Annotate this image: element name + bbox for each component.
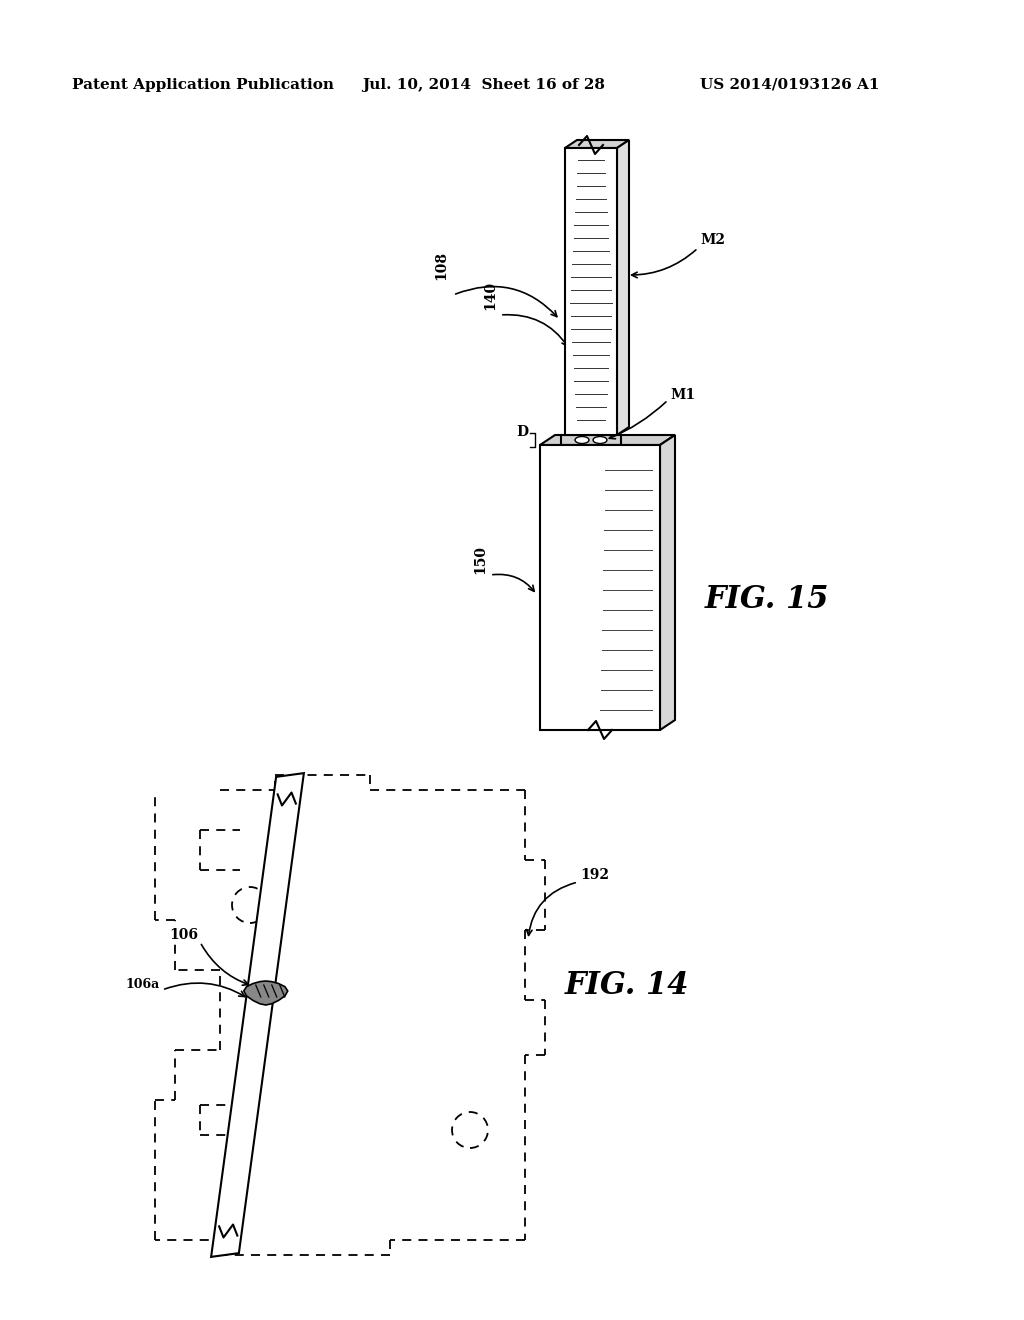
Ellipse shape <box>575 437 589 444</box>
Ellipse shape <box>593 437 607 444</box>
Text: M1: M1 <box>670 388 695 403</box>
Text: 150: 150 <box>473 545 487 574</box>
Polygon shape <box>540 436 675 445</box>
Polygon shape <box>211 774 304 1257</box>
Text: 140: 140 <box>483 280 497 310</box>
Text: US 2014/0193126 A1: US 2014/0193126 A1 <box>700 78 880 92</box>
Text: M2: M2 <box>700 234 725 247</box>
Text: Jul. 10, 2014  Sheet 16 of 28: Jul. 10, 2014 Sheet 16 of 28 <box>362 78 605 92</box>
Polygon shape <box>660 436 675 730</box>
Text: FIG. 15: FIG. 15 <box>705 585 829 615</box>
Polygon shape <box>565 140 629 148</box>
Text: D: D <box>516 425 528 440</box>
Text: 192: 192 <box>580 869 609 882</box>
Polygon shape <box>540 445 660 730</box>
Text: Patent Application Publication: Patent Application Publication <box>72 78 334 92</box>
Polygon shape <box>244 981 288 1005</box>
Text: 108: 108 <box>434 251 449 280</box>
Text: 106a: 106a <box>126 978 160 991</box>
Polygon shape <box>565 148 617 436</box>
Text: FIG. 14: FIG. 14 <box>565 969 689 1001</box>
Text: 106: 106 <box>169 928 198 942</box>
Polygon shape <box>617 140 629 436</box>
